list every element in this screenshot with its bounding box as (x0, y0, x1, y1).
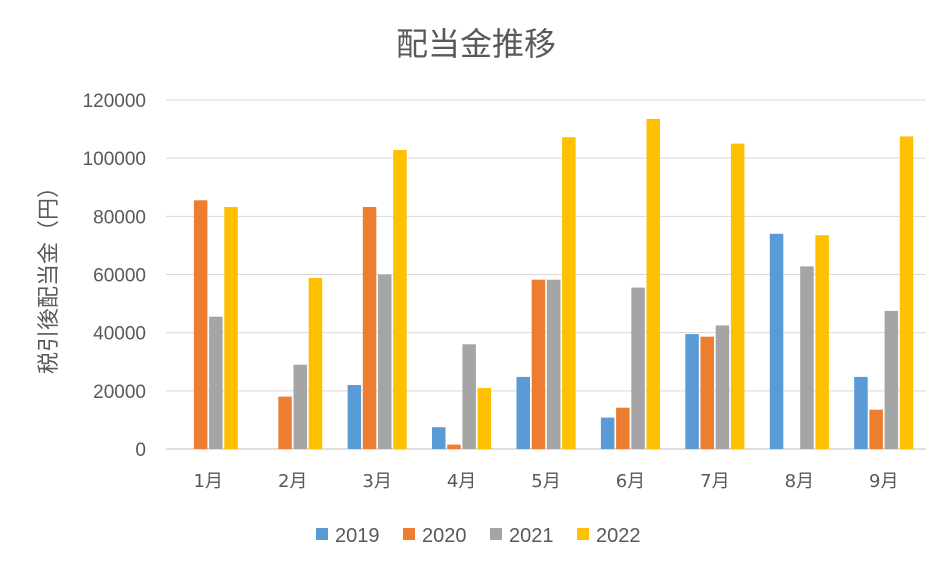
bars (193, 118, 914, 450)
x-tick-label: 3月 (362, 471, 391, 492)
bar-2020-2 (278, 396, 292, 449)
y-tick-labels: 0 20000 40000 60000 80000 100000 120000 (83, 91, 146, 461)
bar-2021-5 (546, 279, 561, 449)
y-tick-label: 60000 (93, 266, 146, 287)
bar-2020-7 (700, 336, 714, 449)
bar-2022-2 (308, 278, 323, 449)
bar-2020-4 (447, 444, 461, 449)
x-tick-label: 9月 (869, 471, 898, 492)
x-tick-label: 4月 (447, 471, 476, 492)
legend-label: 2022 (596, 525, 641, 547)
bar-2020-9 (869, 409, 883, 449)
legend-label: 2020 (422, 525, 467, 547)
bar-2022-1 (224, 207, 238, 449)
y-axis-label: 税引後配当金（円） (37, 176, 62, 374)
bar-2022-6 (646, 118, 660, 450)
bar-2021-3 (378, 274, 392, 449)
bar-2022-3 (393, 150, 407, 449)
legend-label: 2019 (335, 525, 380, 547)
bar-2022-5 (562, 137, 576, 449)
bar-2021-6 (631, 287, 645, 449)
x-tick-label: 5月 (531, 471, 560, 492)
y-tick-label: 0 (135, 440, 146, 461)
x-tick-label: 6月 (616, 471, 645, 492)
bar-2019-7 (685, 334, 699, 449)
bar-2019-3 (347, 385, 362, 449)
y-tick-label: 120000 (83, 91, 146, 112)
bar-2019-8 (769, 233, 784, 449)
bar-2020-1 (193, 200, 208, 449)
y-tick-label: 80000 (93, 207, 146, 228)
x-tick-label: 8月 (785, 471, 814, 492)
bar-2022-4 (477, 387, 492, 449)
x-tick-label: 1月 (193, 471, 222, 492)
legend: 2019 2020 2021 2022 (316, 525, 641, 547)
y-tick-label: 20000 (93, 382, 146, 403)
bar-2021-1 (209, 316, 223, 449)
bar-2022-7 (730, 143, 745, 449)
bar-2022-8 (815, 235, 829, 449)
bar-2020-3 (362, 207, 377, 449)
bar-2019-9 (854, 376, 868, 449)
bar-2021-7 (715, 325, 730, 449)
chart-title: 配当金推移 (396, 25, 556, 63)
y-tick-label: 40000 (93, 324, 146, 345)
bar-2020-6 (616, 407, 630, 449)
bar-2021-8 (800, 266, 814, 449)
x-tick-labels: 1月 2月 3月 4月 5月 6月 7月 8月 9月 (193, 471, 898, 492)
legend-swatch (577, 528, 589, 540)
x-tick-label: 7月 (700, 471, 729, 492)
bar-2019-6 (600, 417, 615, 449)
bar-2019-5 (516, 376, 530, 449)
legend-swatch (316, 528, 328, 540)
bar-2022-9 (899, 136, 914, 449)
legend-swatch (403, 528, 415, 540)
y-tick-label: 100000 (83, 149, 146, 170)
gridlines (166, 99, 926, 450)
bar-2020-5 (531, 279, 546, 449)
legend-label: 2021 (509, 525, 554, 547)
bar-2021-9 (884, 310, 899, 449)
x-tick-label: 2月 (278, 471, 307, 492)
legend-swatch (490, 528, 502, 540)
bar-2021-4 (462, 344, 476, 449)
bar-2019-4 (432, 427, 446, 449)
bar-2021-2 (293, 364, 307, 449)
